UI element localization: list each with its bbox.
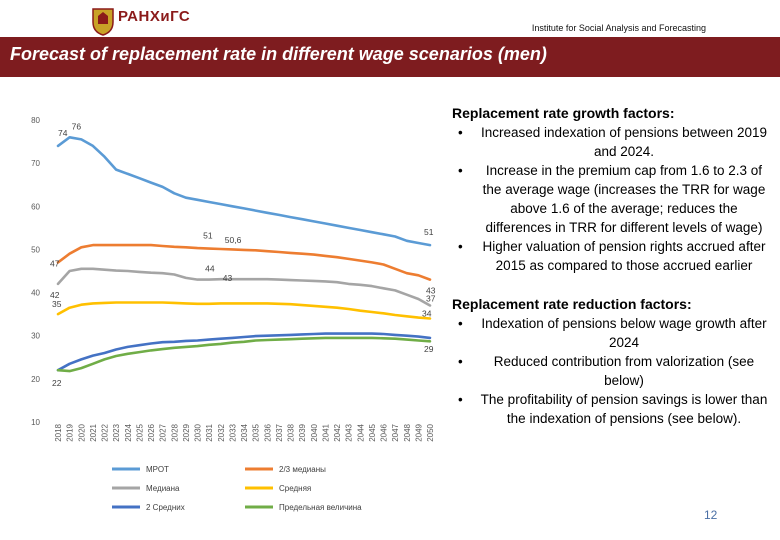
reduction-factor-item: Reduced contribution from valorization (… [452,352,770,390]
data-label: 51 [203,231,213,241]
legend-label: 2/3 медианы [279,465,326,474]
y-tick-label: 50 [31,245,40,254]
data-label: 43 [223,273,233,283]
x-tick-label: 2025 [135,423,144,441]
x-tick-label: 2019 [66,423,75,441]
series-line [56,336,432,373]
x-tick-label: 2048 [403,423,412,441]
reduction-factor-item: Indexation of pensions below wage growth… [452,314,770,352]
x-tick-label: 2043 [345,423,354,441]
x-tick-label: 2022 [101,423,110,441]
x-tick-label: 2040 [310,423,319,441]
legend-label: 2 Средних [146,503,185,512]
data-label: 51 [424,227,434,237]
x-tick-label: 2050 [426,423,435,441]
data-label: 44 [205,264,215,274]
legend-label: Предельная величина [279,503,362,512]
x-tick-label: 2037 [275,423,284,441]
y-tick-label: 20 [31,375,40,384]
growth-factor-item: Higher valuation of pension rights accru… [452,237,770,275]
series-line [56,332,432,372]
x-tick-label: 2038 [287,423,296,441]
growth-factors-list: Increased indexation of pensions between… [452,123,770,275]
growth-factors-title: Replacement rate growth factors: [452,105,675,121]
series-line [56,267,432,307]
data-label: 34 [422,308,432,318]
data-label: 37 [426,294,436,304]
x-tick-label: 2026 [147,423,156,441]
x-tick-label: 2046 [380,423,389,441]
title-band [0,37,780,77]
y-tick-label: 10 [31,418,40,427]
x-tick-label: 2023 [112,423,121,441]
x-tick-label: 2042 [333,423,342,441]
page-number: 12 [704,508,718,522]
data-label: 74 [58,128,68,138]
x-tick-label: 2029 [182,423,191,441]
y-tick-label: 30 [31,332,40,341]
data-label: 22 [52,378,62,388]
series-line [56,135,432,247]
x-tick-label: 2032 [217,423,226,441]
x-tick-label: 2031 [205,423,214,441]
x-tick-label: 2018 [54,423,63,441]
x-tick-label: 2045 [368,423,377,441]
legend-label: МРОТ [146,465,169,474]
x-tick-label: 2020 [77,423,86,441]
y-tick-label: 40 [31,289,40,298]
data-label: 76 [72,121,82,131]
reduction-factors-list: Indexation of pensions below wage growth… [452,314,770,428]
x-tick-label: 2039 [298,423,307,441]
x-tick-label: 2036 [263,423,272,441]
legend-label: Средняя [279,484,311,493]
emblem-icon [92,8,114,36]
x-tick-label: 2024 [124,423,133,441]
page-title: Forecast of replacement rate in differen… [10,44,547,64]
y-tick-label: 80 [31,116,40,125]
x-tick-label: 2047 [391,423,400,441]
x-tick-label: 2028 [170,423,179,441]
x-tick-label: 2033 [228,423,237,441]
y-tick-label: 60 [31,202,40,211]
factors-panel: Replacement rate growth factors: Increas… [452,104,770,428]
x-tick-label: 2030 [194,423,203,441]
x-tick-label: 2041 [321,423,330,441]
x-tick-label: 2049 [414,423,423,441]
growth-factor-item: Increase in the premium cap from 1.6 to … [452,161,770,237]
x-tick-label: 2034 [240,423,249,441]
reduction-factor-item: The profitability of pension savings is … [452,390,770,428]
x-tick-label: 2021 [89,423,98,441]
x-tick-label: 2027 [159,423,168,441]
x-tick-label: 2044 [356,423,365,441]
data-label: 43 [426,286,436,296]
data-label: 47 [50,258,60,268]
data-label: 50,6 [225,235,242,245]
y-tick-label: 70 [31,159,40,168]
growth-factor-item: Increased indexation of pensions between… [452,123,770,161]
data-label: 29 [424,344,434,354]
logo-text: РАНХиГС [118,8,191,25]
series-line [56,243,432,281]
institute-name: Institute for Social Analysis and Foreca… [531,23,706,33]
x-tick-label: 2035 [252,423,261,441]
logo [90,6,200,36]
legend-label: Медиана [146,484,180,493]
data-label: 42 [50,290,60,300]
data-label: 35 [52,299,62,309]
reduction-factors-title: Replacement rate reduction factors: [452,296,692,312]
series-line [56,301,432,320]
